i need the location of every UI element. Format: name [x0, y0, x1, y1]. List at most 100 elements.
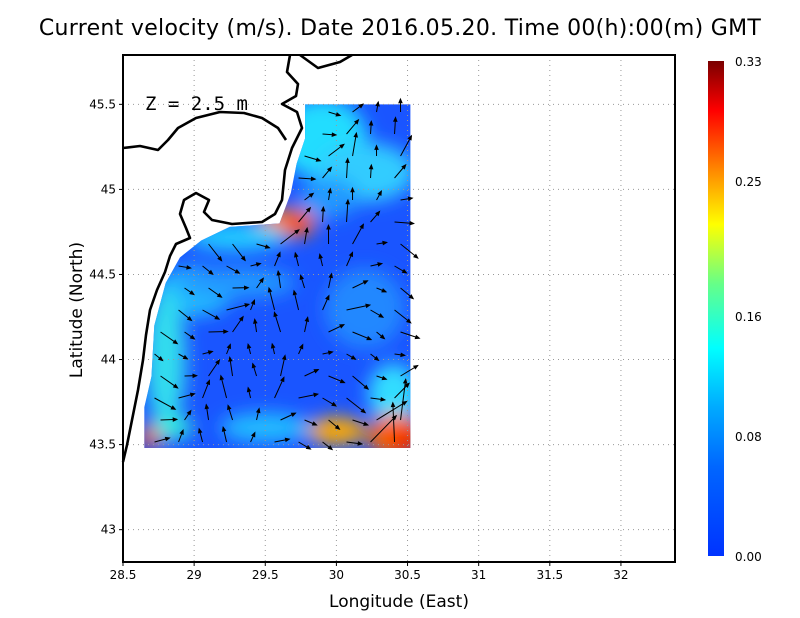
arrow-head: [308, 192, 315, 198]
velocity-arrows: [154, 97, 421, 451]
y-tick-label: 44.5: [89, 267, 116, 281]
arrow-head: [368, 120, 374, 126]
arrow-head: [244, 303, 251, 308]
y-axis-ticks: 43 43.5 44 44.5 45 45.5: [89, 97, 123, 537]
y-tick-label: 45.5: [89, 97, 116, 111]
arrow-head: [281, 354, 287, 361]
arrow-head: [379, 334, 386, 340]
arrow-head: [315, 157, 322, 162]
arrow-head: [328, 272, 333, 279]
arrow-head: [207, 350, 214, 355]
arrow-head: [255, 262, 262, 267]
plot-frame: [122, 54, 676, 563]
arrow-head: [250, 299, 256, 305]
arrow-head: [250, 431, 256, 438]
arrow-head: [377, 262, 384, 267]
velocity-blob: [390, 429, 411, 449]
x-axis-label: Longitude (East): [329, 592, 469, 612]
arrow-head: [179, 429, 184, 435]
arrow-head: [205, 379, 211, 386]
arrow-head: [381, 375, 388, 381]
arrow-head: [186, 265, 192, 270]
arrow-head: [378, 313, 385, 318]
arrow-head: [217, 255, 223, 262]
arrow-head: [334, 424, 341, 430]
arrow-head: [339, 143, 345, 149]
y-tick-label: 44: [101, 353, 116, 367]
grid-lines: [122, 55, 675, 562]
arrow-head: [310, 176, 317, 182]
colorbar-tick-label: 0.25: [735, 175, 762, 189]
x-tick-label: 28.5: [110, 568, 137, 582]
arrow-head: [326, 166, 333, 173]
arrow-head: [363, 421, 370, 426]
arrow-head: [409, 220, 415, 226]
arrow-head: [189, 290, 195, 296]
arrow-head: [408, 294, 415, 300]
arrow-head: [294, 229, 300, 235]
arrow-head: [246, 343, 252, 349]
arrow-head: [172, 339, 179, 345]
arrow-head: [313, 369, 320, 374]
arrow-head: [164, 436, 171, 442]
arrow-head: [276, 269, 282, 276]
arrow-head: [270, 342, 276, 349]
arrow-head: [412, 364, 419, 370]
arrow-head: [402, 378, 408, 384]
arrow-head: [304, 226, 309, 233]
arrow-head: [398, 97, 403, 104]
arrow-head: [353, 131, 358, 138]
arrow-head: [298, 343, 304, 350]
arrow-head: [404, 382, 410, 389]
arrow-head: [414, 334, 421, 340]
arrow-head: [401, 268, 408, 274]
arrow-head: [325, 294, 330, 301]
arrow-head: [243, 285, 250, 291]
arrow-head: [259, 277, 265, 284]
arrow-head: [284, 437, 291, 443]
velocity-blob: [220, 412, 311, 443]
arrow-head: [227, 404, 232, 411]
arrow-head: [363, 384, 370, 390]
arrow-head: [345, 157, 350, 163]
arrow-head: [299, 274, 305, 281]
arrow-head: [273, 311, 278, 318]
arrow-head: [294, 251, 299, 258]
colorbar-tick-label: 0.33: [735, 55, 762, 69]
arrow-head: [335, 112, 342, 117]
arrow-head: [170, 405, 177, 410]
arrow-head: [327, 187, 332, 194]
velocity-arrow: [400, 379, 407, 421]
arrow-head: [251, 362, 257, 369]
arrow-head: [204, 403, 210, 410]
velocity-arrow: [370, 415, 397, 443]
arrow-head: [221, 425, 227, 432]
arrow-head: [290, 412, 297, 417]
arrow-head: [401, 400, 408, 406]
y-tick-label: 43.5: [89, 438, 116, 452]
colorbar-tick-label: 0.16: [735, 310, 762, 324]
arrow-head: [345, 198, 350, 205]
arrow-head: [357, 441, 364, 446]
arrow-head: [246, 386, 252, 393]
arrow-head: [407, 196, 414, 202]
x-tick-label: 30: [329, 568, 344, 582]
arrow-head: [223, 329, 229, 334]
arrow-head: [253, 318, 258, 324]
plot-title: Current velocity (m/s). Date 2016.05.20.…: [38, 16, 762, 41]
arrow-head: [339, 378, 346, 384]
arrow-head: [373, 355, 380, 362]
y-tick-label: 45: [101, 182, 116, 196]
arrow-head: [234, 269, 241, 274]
velocity-blob: [176, 267, 297, 298]
arrow-head: [216, 292, 223, 298]
arrow-head: [392, 116, 398, 122]
arrow-head: [360, 408, 367, 414]
arrow-head: [280, 376, 285, 383]
arrow-head: [350, 355, 357, 360]
arrow-head: [255, 407, 261, 414]
velocity-blob: [186, 223, 287, 252]
arrow-head: [240, 255, 246, 262]
x-tick-label: 30.5: [394, 568, 421, 582]
